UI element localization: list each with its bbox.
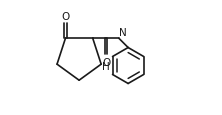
Text: H: H [102, 61, 110, 71]
Text: N: N [119, 28, 127, 37]
Text: O: O [102, 57, 110, 67]
Text: O: O [61, 12, 69, 22]
